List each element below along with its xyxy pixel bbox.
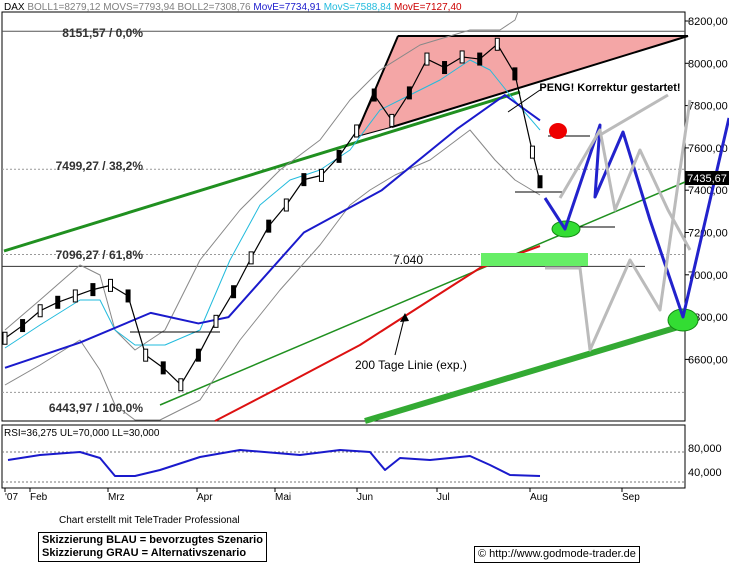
candle <box>37 304 43 318</box>
y-tick-label: 8000,00 <box>688 58 728 70</box>
y-tick-label: 7600,00 <box>688 143 728 155</box>
candle <box>529 145 535 159</box>
copyright-box: © http://www.godmode-trader.de <box>474 546 640 563</box>
fib-618-label: 7096,27 / 61,8% <box>56 248 144 262</box>
credit-label: Chart erstellt mit TeleTrader Profession… <box>59 515 240 526</box>
candle <box>248 251 254 265</box>
y-tick-label: 8200,00 <box>688 16 728 28</box>
fib-100-label: 6443,97 / 100,0% <box>49 401 143 415</box>
candle <box>72 289 78 303</box>
peng-annotation: PENG! Korrektur gestartet! <box>539 82 680 94</box>
copyright-text: © http://www.godmode-trader.de <box>478 548 636 560</box>
candle <box>213 314 219 328</box>
peng-arrow <box>507 89 541 113</box>
candle <box>459 50 465 64</box>
target-zone <box>481 253 588 266</box>
legend-blue-text: Skizzierung BLAU = bevorzugtes Szenario <box>42 534 263 546</box>
x-tick-label: Sep <box>622 492 640 503</box>
legend-entry: BOLL2=7308,76 <box>177 2 253 13</box>
candle <box>371 88 377 102</box>
legend-entry: MOVS=7793,94 <box>103 2 177 13</box>
candle <box>318 168 324 182</box>
legend-gray-text: Skizzierung GRAU = Alternativszenario <box>42 547 247 559</box>
candle <box>354 124 360 138</box>
rsi-tick-label: 40,000 <box>688 467 722 479</box>
candle <box>2 331 8 345</box>
candle <box>283 198 289 212</box>
red-marker <box>549 123 567 139</box>
legend-entry: BOLL1=8279,12 <box>27 2 103 13</box>
green-trend-lower <box>159 181 686 406</box>
fib-0-label: 8151,57 / 0,0% <box>62 26 143 40</box>
triangle-support-line <box>391 35 689 128</box>
legend-entry: MovE=7734,91 <box>253 2 323 13</box>
x-tick-label: '07 <box>5 492 18 503</box>
ma200-arrow <box>394 314 406 356</box>
fib-382-label: 7499,27 / 38,2% <box>56 159 144 173</box>
header-legend: DAX BOLL1=8279,12 MOVS=7793,94 BOLL2=730… <box>4 2 462 13</box>
rsi-line <box>7 449 541 477</box>
level-7040-label: 7.040 <box>393 253 423 267</box>
legend-entry: MovS=7588,84 <box>324 2 394 13</box>
y-tick-label: 7000,00 <box>688 270 728 282</box>
y-tick-label: 7200,00 <box>688 228 728 240</box>
bollinger-upper <box>4 11 519 351</box>
candle <box>160 361 166 375</box>
candle <box>195 348 201 362</box>
candle <box>406 86 412 100</box>
dax-price-line <box>4 43 541 386</box>
last-price-box <box>685 171 729 185</box>
y-tick-label: 7800,00 <box>688 101 728 113</box>
ma200-annotation: 200 Tage Linie (exp.) <box>355 358 467 372</box>
blue-scenario <box>543 117 729 319</box>
x-tick-label: Aug <box>530 492 548 503</box>
movs-line <box>4 59 541 349</box>
gray-scenario <box>545 99 692 352</box>
candle <box>143 348 149 362</box>
candle <box>90 283 96 297</box>
gray-scenario <box>558 128 692 251</box>
x-tick-label: Jul <box>437 492 450 503</box>
candle <box>336 149 342 163</box>
candle <box>512 67 518 81</box>
rsi-panel <box>1 424 686 489</box>
green-trend-upper <box>3 90 521 253</box>
scenario-legend: Skizzierung BLAU = bevorzugtes Szenario … <box>38 532 267 562</box>
candle <box>125 289 131 303</box>
candle <box>266 219 272 233</box>
candle <box>389 113 395 127</box>
rsi-label: RSI=36,275 UL=70,000 LL=30,000 <box>4 428 160 439</box>
candle <box>20 319 26 333</box>
candle <box>442 61 448 75</box>
y-tick-label: 7400,00 <box>688 185 728 197</box>
bollinger-lower <box>4 129 541 421</box>
x-tick-label: Apr <box>197 492 213 503</box>
candle <box>477 52 483 66</box>
candle <box>231 285 237 299</box>
move-line <box>4 94 541 369</box>
last-price-label: 7435,67 <box>687 173 727 185</box>
rsi-tick-label: 80,000 <box>688 443 722 455</box>
green-long-trend <box>364 322 686 424</box>
x-tick-label: Mrz <box>108 492 125 503</box>
x-tick-label: Feb <box>30 492 48 503</box>
ma200-arrowhead <box>400 313 409 322</box>
gray-scenario <box>599 93 669 137</box>
x-tick-label: Mai <box>275 492 291 503</box>
candle <box>178 378 184 392</box>
candle <box>55 295 61 309</box>
x-tick-label: Jun <box>357 492 373 503</box>
legend-entry: MovE=7127,40 <box>394 2 462 13</box>
price-panel <box>1 11 686 422</box>
symbol-label: DAX <box>4 2 27 13</box>
candle <box>107 278 113 292</box>
y-tick-label: 6600,00 <box>688 354 728 366</box>
candle <box>494 37 500 51</box>
target-marker <box>667 308 699 332</box>
candle <box>301 173 307 187</box>
candle <box>537 175 543 189</box>
candle <box>424 52 430 66</box>
